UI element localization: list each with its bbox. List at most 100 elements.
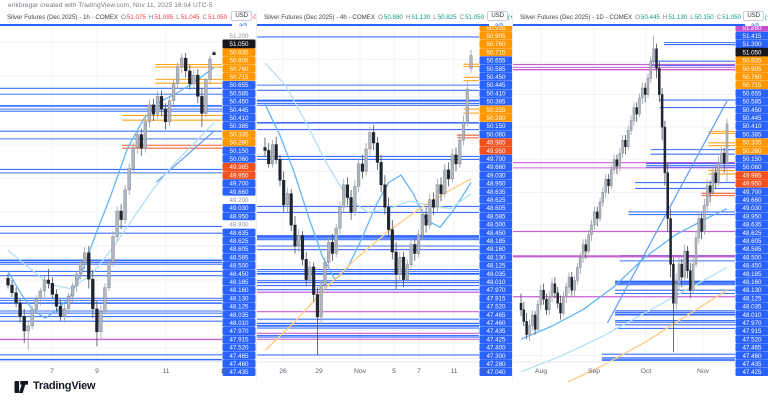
svg-text:50.060: 50.060 — [743, 164, 762, 171]
svg-text:48.605: 48.605 — [230, 246, 249, 253]
svg-text:47.915: 47.915 — [230, 336, 249, 343]
svg-text:47.300: 47.300 — [487, 353, 506, 360]
svg-text:Sep: Sep — [588, 368, 600, 375]
svg-text:48.605: 48.605 — [487, 205, 506, 212]
moving-averages — [7, 66, 215, 319]
time-axis[interactable]: 7 9 11 12 — [50, 368, 228, 375]
svg-text:50.585: 50.585 — [230, 90, 249, 97]
svg-text:50.760: 50.760 — [743, 74, 762, 81]
svg-text:Nov: Nov — [354, 368, 367, 375]
svg-text:49.700: 49.700 — [487, 156, 506, 163]
level-lines — [0, 63, 222, 363]
svg-text:49.030: 49.030 — [743, 205, 762, 212]
candlestick-chart-4h[interactable]: 51.30051.05050.93550.90550.76050.71550.6… — [257, 26, 513, 382]
svg-text:48.585: 48.585 — [230, 254, 249, 261]
svg-text:50.335: 50.335 — [230, 131, 249, 138]
svg-text:48.800: 48.800 — [230, 222, 249, 229]
svg-text:48.585: 48.585 — [743, 246, 762, 253]
svg-text:7: 7 — [417, 368, 421, 375]
svg-text:50.585: 50.585 — [487, 66, 506, 73]
header-separator — [257, 24, 489, 26]
svg-text:47.400: 47.400 — [487, 345, 506, 352]
svg-text:51.415: 51.415 — [743, 33, 762, 40]
svg-text:47.970: 47.970 — [230, 328, 249, 335]
svg-text:49.700: 49.700 — [743, 189, 762, 196]
svg-text:47.520: 47.520 — [487, 304, 506, 311]
svg-text:47.040: 47.040 — [487, 369, 506, 376]
svg-text:49.030: 49.030 — [487, 172, 506, 179]
svg-text:47.520: 47.520 — [230, 345, 249, 352]
svg-text:49.700: 49.700 — [230, 181, 249, 188]
svg-text:50.385: 50.385 — [487, 99, 506, 106]
svg-text:50.060: 50.060 — [487, 131, 506, 138]
svg-text:48.185: 48.185 — [743, 271, 762, 278]
svg-text:50.760: 50.760 — [487, 41, 506, 48]
svg-text:48.950: 48.950 — [487, 181, 506, 188]
svg-text:48.625: 48.625 — [487, 197, 506, 204]
currency-toggle-button[interactable]: USD — [743, 11, 764, 21]
tradingview-logo-icon — [14, 381, 28, 393]
time-axis[interactable]: Aug Sep Oct Nov — [535, 368, 710, 375]
svg-text:47.465: 47.465 — [487, 312, 506, 319]
svg-text:11: 11 — [450, 368, 457, 375]
svg-text:48.130: 48.130 — [743, 287, 762, 294]
svg-text:49.660: 49.660 — [743, 197, 762, 204]
svg-text:50.150: 50.150 — [743, 156, 762, 163]
svg-text:50.450: 50.450 — [487, 74, 506, 81]
level-lines — [257, 36, 479, 356]
price-scale[interactable]: 51.30051.05050.93550.90550.76050.71550.6… — [257, 26, 513, 382]
svg-text:48.160: 48.160 — [743, 279, 762, 286]
svg-text:49.985: 49.985 — [487, 140, 506, 147]
svg-text:47.465: 47.465 — [743, 345, 762, 352]
svg-text:50.905: 50.905 — [743, 66, 762, 73]
svg-text:50.655: 50.655 — [743, 90, 762, 97]
svg-text:48.130: 48.130 — [487, 254, 506, 261]
svg-text:50.445: 50.445 — [230, 107, 249, 114]
grid — [513, 26, 735, 362]
svg-text:48.125: 48.125 — [230, 304, 249, 311]
svg-text:50.715: 50.715 — [230, 74, 249, 81]
svg-text:26: 26 — [279, 368, 287, 375]
svg-text:49.200: 49.200 — [230, 197, 249, 204]
currency-toggle-button[interactable]: USD — [231, 11, 252, 21]
svg-text:50.385: 50.385 — [743, 131, 762, 138]
time-axis[interactable]: 26 29 Nov 5 7 11 13 — [279, 368, 488, 375]
svg-text:13: 13 — [480, 368, 488, 375]
svg-text:47.915: 47.915 — [487, 295, 506, 302]
svg-text:50.150: 50.150 — [230, 148, 249, 155]
svg-text:50.905: 50.905 — [230, 58, 249, 65]
svg-text:48.635: 48.635 — [487, 189, 506, 196]
svg-text:50.280: 50.280 — [743, 148, 762, 155]
svg-text:7: 7 — [50, 368, 54, 375]
panel-1d: Silver Futures (Dec 2025) - 1D - COMEX O5… — [512, 10, 768, 382]
svg-text:48.185: 48.185 — [230, 279, 249, 286]
candles — [263, 49, 473, 355]
svg-text:50.410: 50.410 — [230, 115, 249, 122]
price-scale[interactable]: 52.29552.26552.01051.94551.88051.41551.3… — [513, 26, 768, 382]
svg-text:48.625: 48.625 — [230, 238, 249, 245]
svg-text:49.660: 49.660 — [230, 189, 249, 196]
svg-text:48.585: 48.585 — [487, 213, 506, 220]
svg-text:29: 29 — [315, 368, 323, 375]
svg-text:47.425: 47.425 — [487, 336, 506, 343]
svg-text:47.460: 47.460 — [487, 320, 506, 327]
svg-text:48.010: 48.010 — [487, 279, 506, 286]
svg-text:50.715: 50.715 — [487, 49, 506, 56]
candlestick-chart-1d[interactable]: 52.29552.26552.01051.94551.88051.41551.3… — [513, 26, 768, 382]
charts-row: Silver Futures (Dec 2025) - 1h - COMEX O5… — [0, 10, 768, 382]
header-separator — [0, 24, 232, 26]
svg-text:48.500: 48.500 — [743, 254, 762, 261]
header-separator — [513, 24, 745, 26]
svg-text:49.030: 49.030 — [230, 205, 249, 212]
svg-text:50.280: 50.280 — [487, 115, 506, 122]
svg-text:49.950: 49.950 — [230, 172, 249, 179]
svg-text:51.880: 51.880 — [743, 26, 762, 32]
svg-text:47.280: 47.280 — [487, 361, 506, 368]
svg-text:50.445: 50.445 — [487, 82, 506, 89]
svg-text:50.655: 50.655 — [487, 58, 506, 65]
svg-text:47.460: 47.460 — [743, 353, 762, 360]
svg-text:51.300: 51.300 — [743, 41, 762, 48]
currency-toggle-button[interactable]: USD — [487, 11, 508, 21]
